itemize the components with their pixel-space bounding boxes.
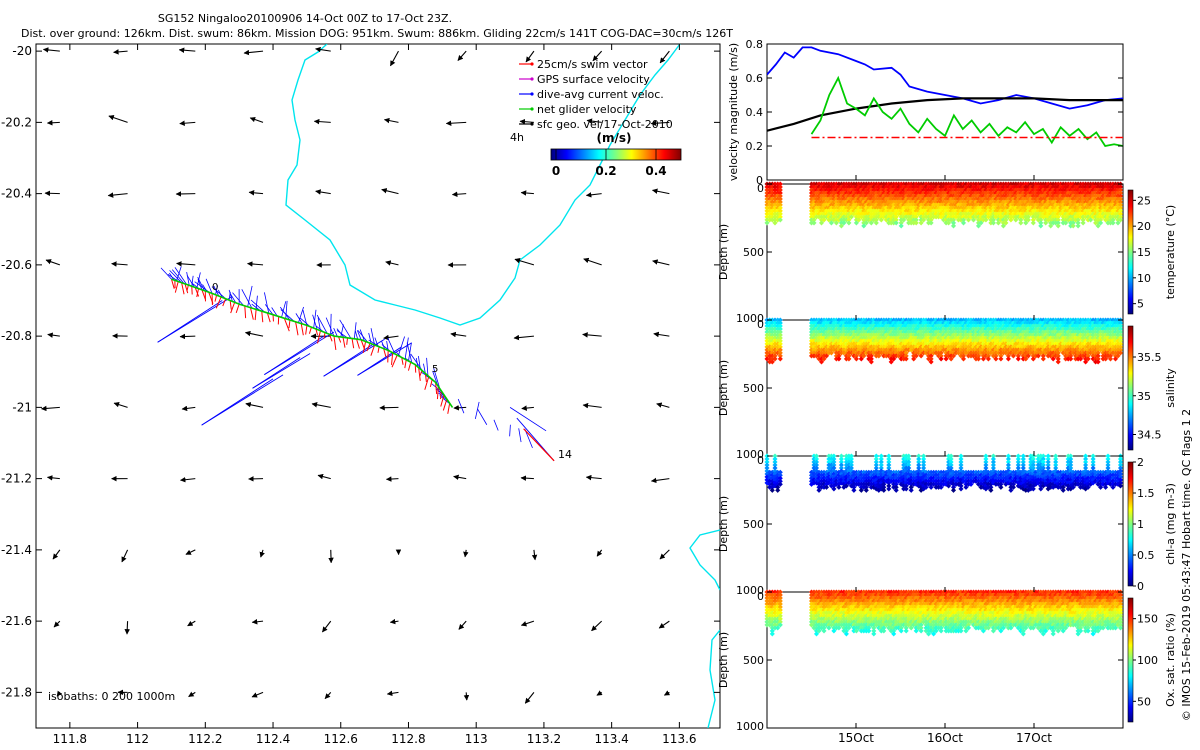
- current-arrow: [47, 122, 59, 123]
- temperature-colorbar-tick-label: 5: [1137, 298, 1144, 311]
- legend-label: dive-avg current veloc.: [537, 88, 664, 101]
- isobaths-label: isobaths: 0 200 1000m: [48, 690, 175, 703]
- track-end-marker: 14: [558, 448, 572, 461]
- map-x-tick-label: 112: [126, 732, 149, 746]
- chla-panel: 05001000Depth (m)21.510.50chl-a (mg m-3): [717, 453, 1177, 597]
- map-y-tick-label: -21.4: [1, 543, 32, 557]
- chla-colorbar-tick-label: 0: [1137, 580, 1144, 593]
- temperature-y-tick-label: 0: [757, 182, 764, 195]
- current-arrow: [454, 407, 466, 408]
- colorbar-title: (m/s): [597, 131, 632, 145]
- legend-label: sfc geo. vel/17-Oct-2010: [537, 118, 673, 131]
- salinity-colorbar-label: salinity: [1164, 368, 1177, 408]
- legend-label: 25cm/s swim vector: [537, 58, 648, 71]
- salinity-panel: 05001000Depth (m)35.53534.5salinity: [717, 317, 1177, 461]
- map-x-tick-label: 113.2: [527, 732, 561, 746]
- temperature-panel: 05001000Depth (m)252015105temperature (°…: [717, 181, 1177, 325]
- chla-colorbar: [1128, 462, 1133, 586]
- chla-colorbar-tick-label: 1.5: [1137, 487, 1155, 500]
- legend-label: net glider velocity: [537, 103, 637, 116]
- chla-y-tick-label: 0: [757, 454, 764, 467]
- map-x-tick-label: 113.6: [662, 732, 696, 746]
- legend-marker: [530, 62, 533, 65]
- legend-marker: [530, 122, 533, 125]
- oxygen-panel: 05001000Depth (m)15010050 Ox. sat. ratio …: [717, 589, 1177, 745]
- current-arrow: [180, 336, 195, 337]
- temperature-colorbar-label: temperature (°C): [1164, 205, 1177, 299]
- velocity-y-tick-label: 0.6: [746, 72, 764, 85]
- velocity-y-tick-label: 0.4: [746, 106, 764, 119]
- map-y-tick-label: -21.6: [1, 614, 32, 628]
- figure-title: SG152 Ningaloo20100906 14-Oct 00Z to 17-…: [158, 12, 452, 25]
- current-arrow: [386, 479, 398, 480]
- map-y-tick-label: -20.8: [1, 329, 32, 343]
- map-y-tick-label: -20: [12, 44, 32, 58]
- current-arrow: [127, 621, 128, 634]
- salinity-colorbar-tick-label: 35.5: [1137, 351, 1162, 364]
- map-x-tick-label: 112.2: [188, 732, 222, 746]
- track-start-marker: 0: [212, 282, 218, 293]
- chla-colorbar-tick-label: 0.5: [1137, 549, 1155, 562]
- dac-vector: [331, 314, 332, 335]
- map-y-tick-label: -20.2: [1, 115, 32, 129]
- chla-y-tick-label: 500: [743, 518, 764, 531]
- velocity-ylabel: velocity magnitude (m/s): [727, 43, 740, 181]
- velocity-axes-frame: [767, 44, 1123, 180]
- velocity-y-tick-label: 0.2: [746, 140, 764, 153]
- map-y-tick-label: -20.6: [1, 258, 32, 272]
- legend-marker: [530, 77, 533, 80]
- temperature-colorbar-tick-label: 10: [1137, 272, 1151, 285]
- legend-marker: [530, 92, 533, 95]
- current-arrow: [466, 692, 467, 700]
- map-y-tick-label: -21.2: [1, 472, 32, 486]
- track-mid-marker: 5: [432, 364, 438, 375]
- current-arrow: [521, 478, 534, 479]
- salinity-colorbar: [1128, 326, 1133, 450]
- temperature-ylabel: Depth (m): [717, 224, 730, 280]
- map-axes-frame: [36, 44, 720, 728]
- salinity-colorbar-tick-label: 35: [1137, 390, 1151, 403]
- legend-marker: [530, 107, 533, 110]
- salinity-y-tick-label: 500: [743, 382, 764, 395]
- map-x-tick-label: 113: [465, 732, 488, 746]
- map-y-tick-label: -21.8: [1, 685, 32, 699]
- chla-colorbar-label: chl-a (mg m-3): [1164, 483, 1177, 565]
- colorbar-tick-label: 0.4: [645, 164, 666, 178]
- current-arrow: [45, 193, 60, 194]
- map-x-tick-label: 112.8: [391, 732, 425, 746]
- velocity-panel: 00.20.40.60.8 velocity magnitude (m/s): [727, 38, 1123, 187]
- map-x-tick-label: 113.4: [594, 732, 628, 746]
- chla-colorbar-tick-label: 1: [1137, 518, 1144, 531]
- swim-vector: [441, 391, 442, 399]
- time-scale-label: 4h: [510, 131, 524, 144]
- temperature-colorbar-tick-label: 20: [1137, 220, 1151, 233]
- map-panel: 111.8 112 112.2 112.4 112.6 112.8 113 113.2 113.…: [1, 44, 720, 746]
- map-x-tick-label: 112.4: [256, 732, 290, 746]
- salinity-colorbar-tick-label: 34.5: [1137, 429, 1162, 442]
- map-x-tick-label: 111.8: [53, 732, 87, 746]
- colorbar-tick-label: 0: [552, 164, 560, 178]
- velocity-y-tick-label: 0.8: [746, 38, 764, 51]
- legend-label: GPS surface velocity: [537, 73, 650, 86]
- temperature-y-tick-label: 500: [743, 246, 764, 259]
- chla-ylabel: Depth (m): [717, 496, 730, 552]
- figure-canvas: SG152 Ningaloo20100906 14-Oct 00Z to 17-…: [0, 0, 1200, 750]
- temperature-colorbar-tick-label: 15: [1137, 246, 1151, 259]
- salinity-ylabel: Depth (m): [717, 360, 730, 416]
- map-y-tick-label: -21: [12, 400, 32, 414]
- colorbar-tick-label: 0.2: [595, 164, 616, 178]
- map-y-tick-label: -20.4: [1, 187, 32, 201]
- map-x-tick-label: 112.6: [324, 732, 358, 746]
- chla-colorbar-tick-label: 2: [1137, 456, 1144, 469]
- temperature-colorbar-tick-label: 25: [1137, 194, 1151, 207]
- temperature-colorbar: [1128, 190, 1133, 314]
- figure-subtitle: Dist. over ground: 126km. Dist. swum: 86…: [21, 27, 733, 40]
- salinity-y-tick-label: 0: [757, 318, 764, 331]
